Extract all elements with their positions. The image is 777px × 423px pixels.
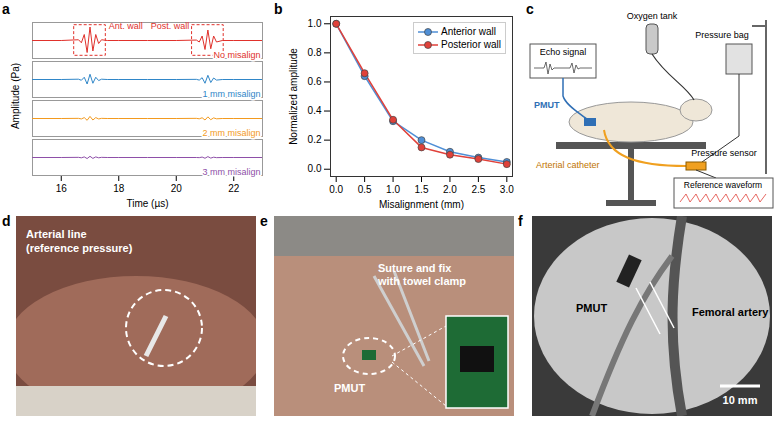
svg-text:Arterial catheter: Arterial catheter	[536, 160, 600, 170]
svg-text:Time (µs): Time (µs)	[126, 198, 168, 209]
svg-text:Amplitude (Pa): Amplitude (Pa)	[10, 63, 21, 129]
svg-text:0.5: 0.5	[358, 184, 372, 195]
svg-text:3 mm misalign: 3 mm misalign	[202, 167, 260, 177]
svg-text:16: 16	[56, 183, 68, 194]
svg-text:0.6: 0.6	[308, 76, 322, 87]
html-text:d: d	[2, 213, 11, 229]
svg-text:1.5: 1.5	[415, 184, 429, 195]
svg-text:0.2: 0.2	[308, 134, 322, 145]
svg-text:10 mm: 10 mm	[723, 394, 758, 406]
svg-text:0.0: 0.0	[329, 184, 343, 195]
svg-text:22: 22	[228, 183, 240, 194]
svg-text:1.0: 1.0	[386, 184, 400, 195]
svg-text:Reference waveform: Reference waveform	[684, 180, 762, 190]
svg-text:Pressure bag: Pressure bag	[695, 30, 749, 40]
svg-text:No misalign: No misalign	[213, 50, 260, 60]
svg-text:PMUT: PMUT	[534, 100, 560, 110]
svg-text:3.0: 3.0	[500, 184, 514, 195]
svg-text:Ant. wall: Ant. wall	[109, 21, 143, 31]
svg-text:PMUT: PMUT	[334, 382, 365, 394]
svg-text:2.0: 2.0	[443, 184, 457, 195]
html-text:b: b	[274, 1, 283, 17]
svg-text:Normalized amplitude: Normalized amplitude	[288, 48, 299, 145]
svg-text:PMUT: PMUT	[576, 302, 607, 314]
svg-text:with towel clamp: with towel clamp	[377, 275, 466, 287]
html-text:e: e	[260, 213, 268, 229]
svg-text:Misalignment (mm): Misalignment (mm)	[379, 199, 464, 210]
svg-text:1.0: 1.0	[308, 18, 322, 29]
svg-text:0.0: 0.0	[308, 163, 322, 174]
svg-text:Suture and fix: Suture and fix	[378, 262, 452, 274]
svg-text:1 mm misalign: 1 mm misalign	[202, 89, 260, 99]
svg-text:2.5: 2.5	[471, 184, 485, 195]
svg-text:0.4: 0.4	[308, 105, 322, 116]
svg-text:0.8: 0.8	[308, 47, 322, 58]
svg-text:Femoral artery: Femoral artery	[692, 306, 769, 318]
svg-text:20: 20	[171, 183, 183, 194]
html-text:Anterior wall: Anterior wall	[441, 26, 496, 37]
svg-text:Arterial line: Arterial line	[26, 228, 87, 240]
svg-text:18: 18	[113, 183, 125, 194]
svg-text:Oxygen tank: Oxygen tank	[627, 11, 678, 21]
svg-text:Echo signal: Echo signal	[540, 47, 587, 57]
html-text:Posterior wall: Posterior wall	[441, 39, 501, 50]
html-text:a: a	[2, 1, 10, 17]
svg-text:Post. wall: Post. wall	[151, 21, 190, 31]
svg-text:Pressure sensor: Pressure sensor	[691, 148, 757, 158]
svg-text:2 mm misalign: 2 mm misalign	[202, 128, 260, 138]
svg-text:(reference pressure): (reference pressure)	[26, 242, 133, 254]
html-text:f: f	[518, 213, 523, 229]
html-text:c: c	[526, 1, 534, 17]
